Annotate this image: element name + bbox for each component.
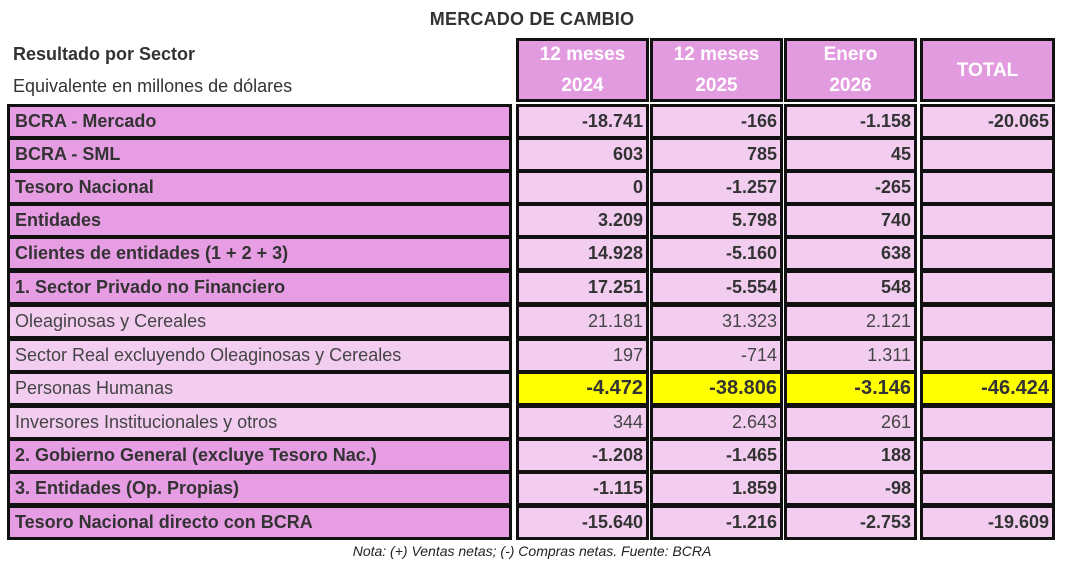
value-cell: -1.257 bbox=[650, 170, 783, 205]
column-header-line2: 2025 bbox=[695, 75, 738, 96]
value-cell: 14.928 bbox=[516, 236, 649, 271]
value-cell: -1.158 bbox=[784, 104, 917, 139]
total-cell: -19.609 bbox=[920, 505, 1055, 540]
row-label: Inversores Institucionales y otros bbox=[7, 405, 512, 440]
column-header-line1: TOTAL bbox=[956, 59, 1019, 81]
total-cell: -20.065 bbox=[920, 104, 1055, 139]
value-cell: -265 bbox=[784, 170, 917, 205]
value-cell: 548 bbox=[784, 270, 917, 305]
row-label: Sector Real excluyendo Oleaginosas y Cer… bbox=[7, 338, 512, 373]
value-cell: -5.554 bbox=[650, 270, 783, 305]
value-cell: 5.798 bbox=[650, 203, 783, 238]
row-label: Clientes de entidades (1 + 2 + 3) bbox=[7, 236, 512, 271]
total-cell bbox=[920, 236, 1055, 271]
table-row: Sector Real excluyendo Oleaginosas y Cer… bbox=[7, 338, 1055, 373]
value-cell: 21.181 bbox=[516, 304, 649, 339]
total-cell bbox=[920, 438, 1055, 473]
table-row: Clientes de entidades (1 + 2 + 3) 14.928… bbox=[7, 236, 1055, 271]
column-header-total: TOTAL bbox=[920, 38, 1055, 102]
footnote: Nota: (+) Ventas netas; (-) Compras neta… bbox=[352, 543, 712, 559]
column-header-line1: 12 meses bbox=[539, 44, 626, 65]
table-title: MERCADO DE CAMBIO bbox=[429, 9, 635, 29]
value-cell: 45 bbox=[784, 137, 917, 172]
row-label: Tesoro Nacional directo con BCRA bbox=[7, 505, 512, 540]
column-header-line1: Enero bbox=[823, 44, 878, 65]
table-unit-note: Equivalente en millones de dólares bbox=[13, 76, 293, 96]
value-cell: -1.216 bbox=[650, 505, 783, 540]
row-label: Oleaginosas y Cereales bbox=[7, 304, 512, 339]
value-cell: -1.208 bbox=[516, 438, 649, 473]
value-cell: 603 bbox=[516, 137, 649, 172]
total-cell bbox=[920, 304, 1055, 339]
table-row: 1. Sector Privado no Financiero 17.251 -… bbox=[7, 270, 1055, 305]
total-cell bbox=[920, 203, 1055, 238]
value-cell: 2.121 bbox=[784, 304, 917, 339]
row-label: BCRA - SML bbox=[7, 137, 512, 172]
table-row: 2. Gobierno General (excluye Tesoro Nac.… bbox=[7, 438, 1055, 473]
value-cell: 2.643 bbox=[650, 405, 783, 440]
table-row: BCRA - SML 603 785 45 bbox=[7, 137, 1055, 172]
row-label: Entidades bbox=[7, 203, 512, 238]
value-cell: 197 bbox=[516, 338, 649, 373]
value-cell: -38.806 bbox=[650, 371, 783, 406]
value-cell: -18.741 bbox=[516, 104, 649, 139]
value-cell: -4.472 bbox=[516, 371, 649, 406]
table-row: Oleaginosas y Cereales 21.181 31.323 2.1… bbox=[7, 304, 1055, 339]
table-row: Personas Humanas -4.472 -38.806 -3.146 -… bbox=[7, 371, 1055, 406]
total-cell bbox=[920, 137, 1055, 172]
total-cell bbox=[920, 471, 1055, 506]
value-cell: -1.115 bbox=[516, 471, 649, 506]
value-cell: 0 bbox=[516, 170, 649, 205]
total-cell bbox=[920, 405, 1055, 440]
table-row: Tesoro Nacional directo con BCRA -15.640… bbox=[7, 505, 1055, 540]
row-label: 3. Entidades (Op. Propias) bbox=[7, 471, 512, 506]
table-row: Inversores Institucionales y otros 344 2… bbox=[7, 405, 1055, 440]
column-header-2025: 12 meses 2025 bbox=[650, 38, 783, 102]
value-cell: 740 bbox=[784, 203, 917, 238]
column-header-line2: 2024 bbox=[561, 75, 604, 96]
total-cell bbox=[920, 338, 1055, 373]
table-row: Entidades 3.209 5.798 740 bbox=[7, 203, 1055, 238]
value-cell: -98 bbox=[784, 471, 917, 506]
table-subtitle: Resultado por Sector bbox=[13, 44, 196, 64]
value-cell: -2.753 bbox=[784, 505, 917, 540]
column-header-line1: 12 meses bbox=[673, 44, 760, 65]
row-label: 1. Sector Privado no Financiero bbox=[7, 270, 512, 305]
table-row: BCRA - Mercado -18.741 -166 -1.158 -20.0… bbox=[7, 104, 1055, 139]
row-label: Personas Humanas bbox=[7, 371, 512, 406]
table-row: Tesoro Nacional 0 -1.257 -265 bbox=[7, 170, 1055, 205]
value-cell: 188 bbox=[784, 438, 917, 473]
table-row: 3. Entidades (Op. Propias) -1.115 1.859 … bbox=[7, 471, 1055, 506]
total-cell bbox=[920, 270, 1055, 305]
row-label: Tesoro Nacional bbox=[7, 170, 512, 205]
value-cell: -3.146 bbox=[784, 371, 917, 406]
total-cell: -46.424 bbox=[920, 371, 1055, 406]
value-cell: 344 bbox=[516, 405, 649, 440]
value-cell: 638 bbox=[784, 236, 917, 271]
value-cell: -15.640 bbox=[516, 505, 649, 540]
total-cell bbox=[920, 170, 1055, 205]
value-cell: -5.160 bbox=[650, 236, 783, 271]
value-cell: -166 bbox=[650, 104, 783, 139]
column-header-line2: 2026 bbox=[829, 75, 872, 96]
value-cell: 785 bbox=[650, 137, 783, 172]
value-cell: 31.323 bbox=[650, 304, 783, 339]
column-header-2026: Enero 2026 bbox=[784, 38, 917, 102]
value-cell: -714 bbox=[650, 338, 783, 373]
value-cell: 261 bbox=[784, 405, 917, 440]
row-label: BCRA - Mercado bbox=[7, 104, 512, 139]
value-cell: 1.311 bbox=[784, 338, 917, 373]
row-label: 2. Gobierno General (excluye Tesoro Nac.… bbox=[7, 438, 512, 473]
value-cell: 3.209 bbox=[516, 203, 649, 238]
value-cell: -1.465 bbox=[650, 438, 783, 473]
value-cell: 1.859 bbox=[650, 471, 783, 506]
value-cell: 17.251 bbox=[516, 270, 649, 305]
column-header-2024: 12 meses 2024 bbox=[516, 38, 649, 102]
